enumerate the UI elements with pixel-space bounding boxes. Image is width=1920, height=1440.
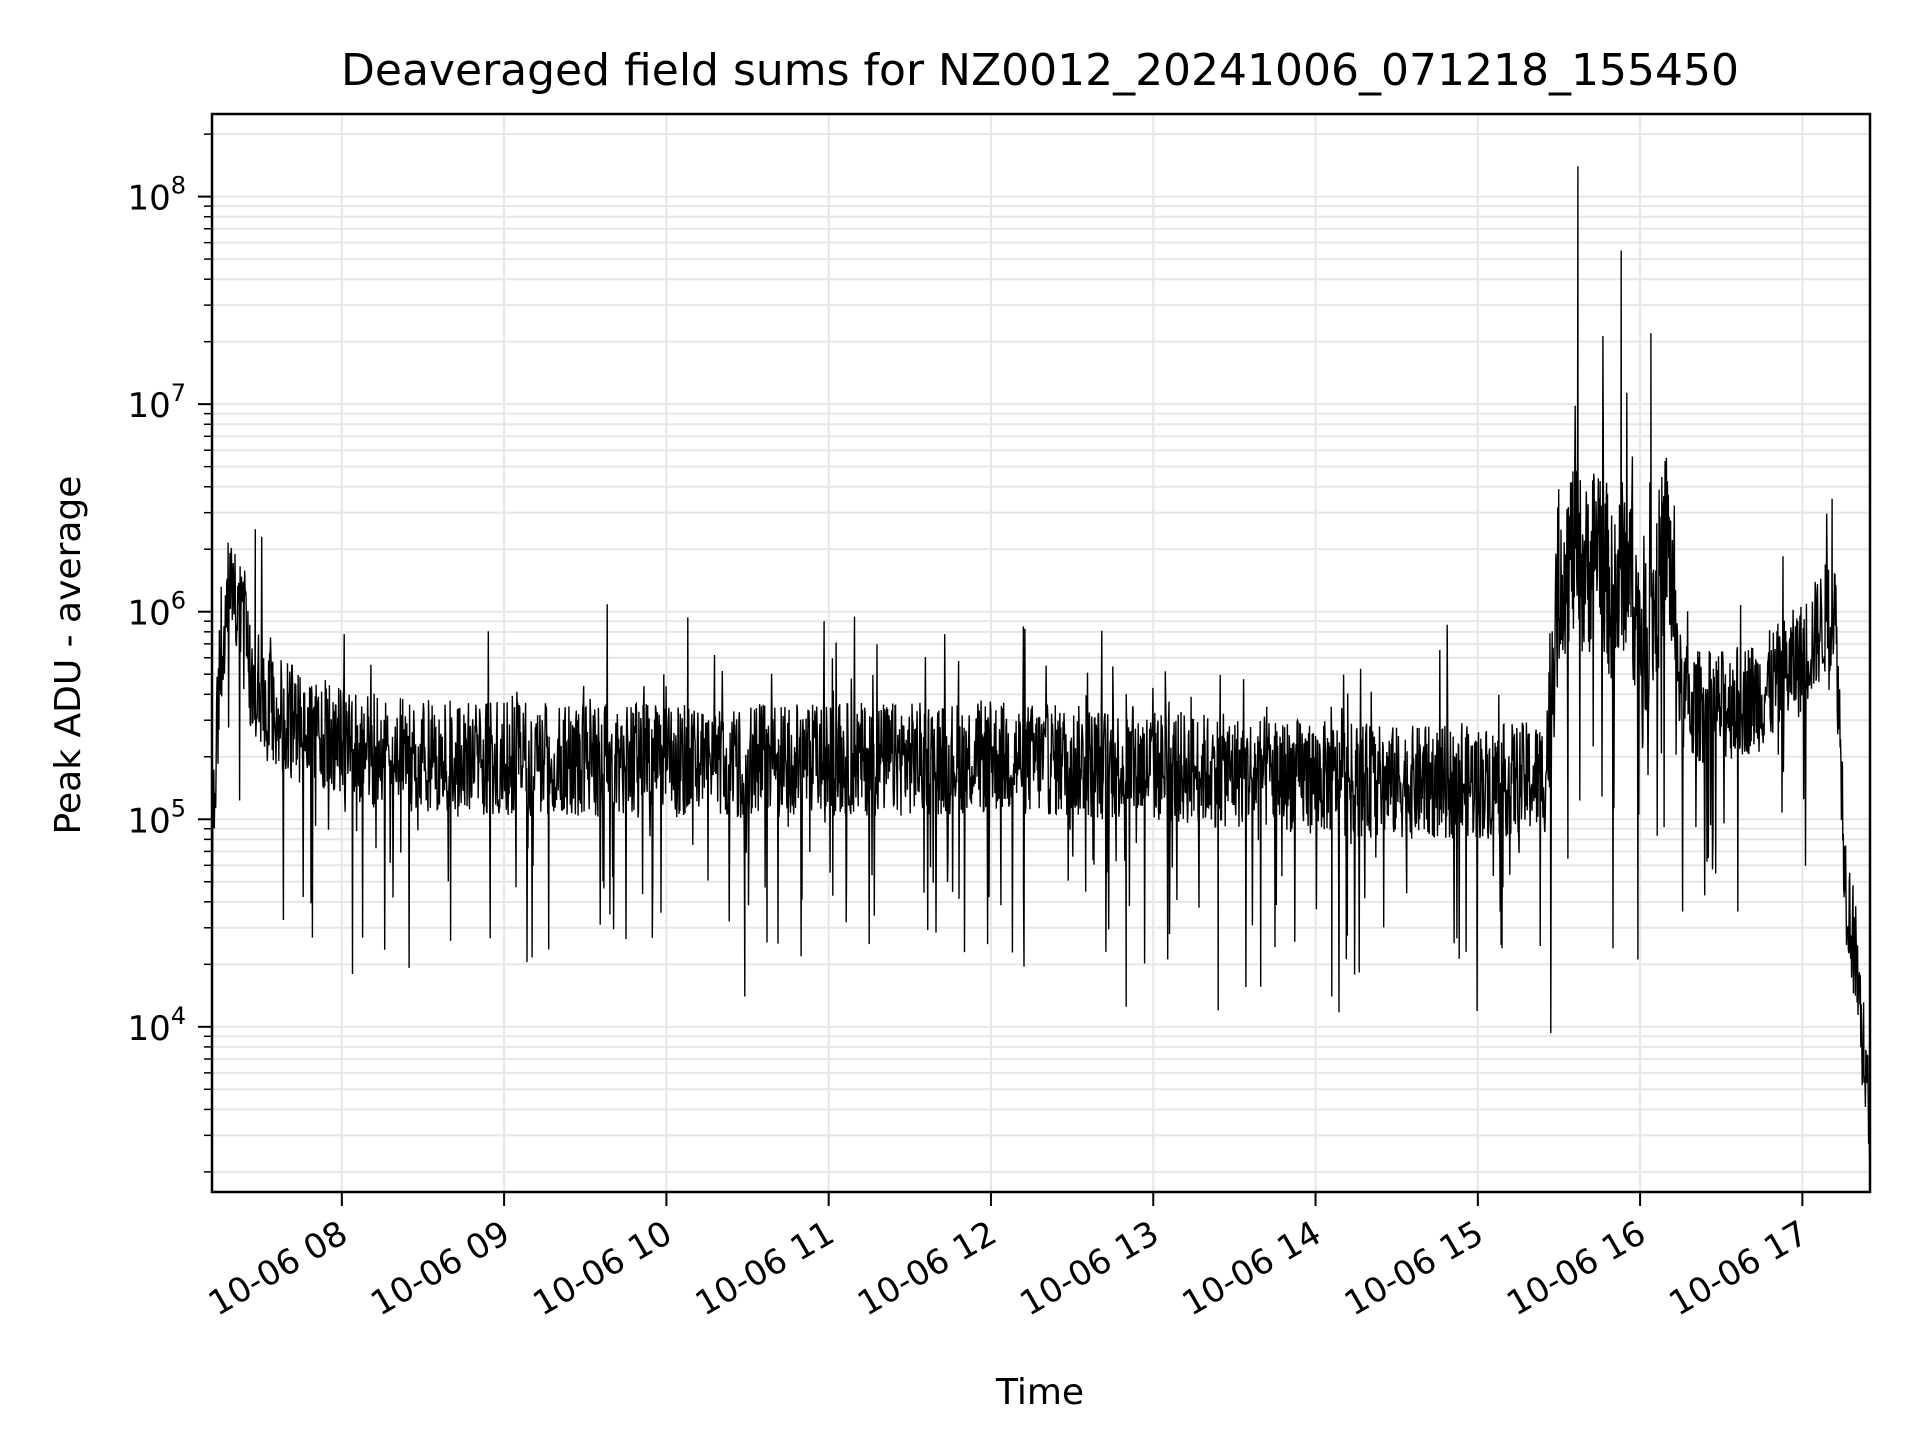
x-axis-title: Time bbox=[995, 1372, 1084, 1413]
y-tick-label: 105 bbox=[127, 794, 186, 841]
series-layer bbox=[212, 166, 1870, 1156]
series-line bbox=[212, 166, 1870, 1156]
chart-title: Deaveraged field sums for NZ0012_2024100… bbox=[341, 45, 1739, 96]
y-tick-label: 106 bbox=[127, 587, 186, 634]
y-axis-title: Peak ADU - average bbox=[48, 476, 89, 835]
y-tick-label: 104 bbox=[127, 1002, 186, 1049]
plot-frame bbox=[210, 112, 1872, 1194]
y-tick-label: 107 bbox=[127, 379, 186, 426]
y-tick-label: 108 bbox=[127, 172, 186, 219]
